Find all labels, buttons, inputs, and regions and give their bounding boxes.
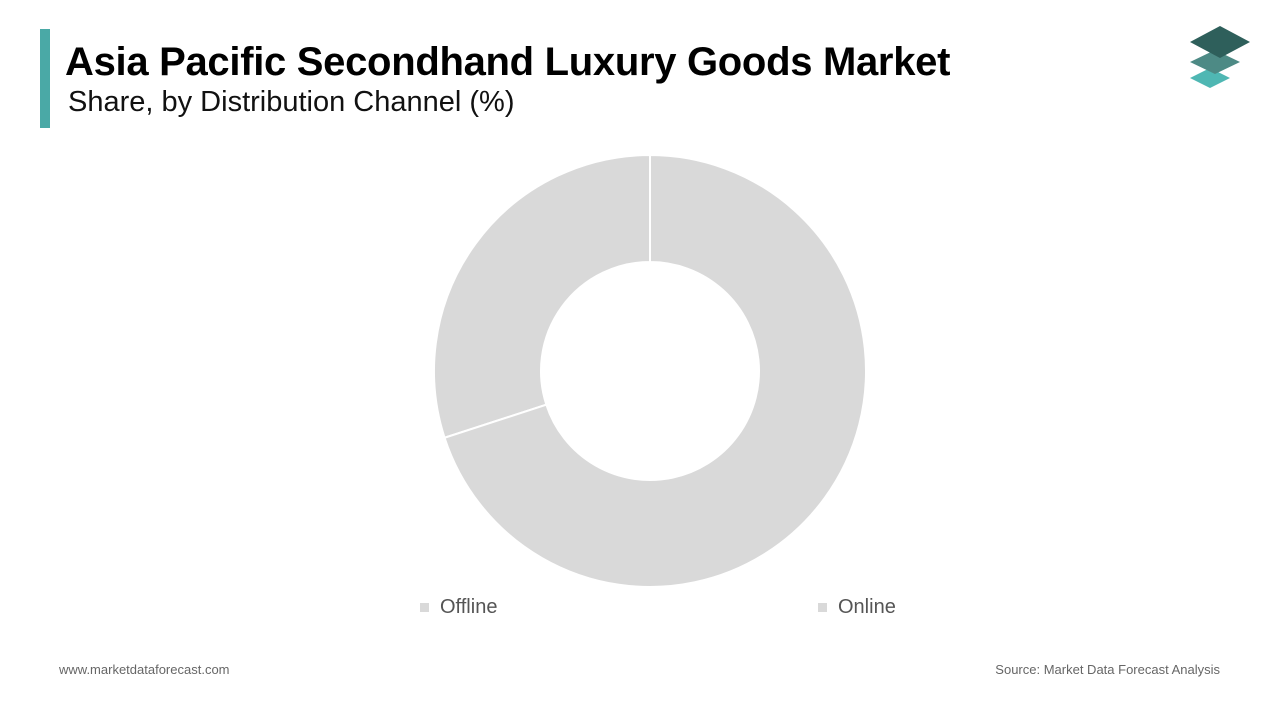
- chart-subtitle: Share, by Distribution Channel (%): [68, 86, 515, 118]
- stacked-layers-icon: [1190, 26, 1250, 88]
- legend-label-offline: Offline: [440, 595, 498, 618]
- logo-layer-middle: [1190, 50, 1240, 74]
- logo-layer-bottom: [1190, 68, 1230, 88]
- legend-item-online: Online: [818, 594, 896, 620]
- chart-title: Asia Pacific Secondhand Luxury Goods Mar…: [65, 40, 951, 84]
- legend-item-offline: Offline: [420, 594, 497, 620]
- legend-swatch-online: [818, 602, 827, 612]
- title-accent-bar: [40, 29, 50, 128]
- footer-source: Source: Market Data Forecast Analysis: [995, 662, 1220, 677]
- logo-layer-top: [1190, 26, 1250, 58]
- footer-website: www.marketdataforecast.com: [59, 662, 230, 677]
- legend-label-online: Online: [838, 595, 896, 618]
- legend-swatch-offline: [420, 602, 429, 612]
- donut-slice-online: [443, 153, 867, 588]
- donut-slice-offline: [433, 153, 651, 440]
